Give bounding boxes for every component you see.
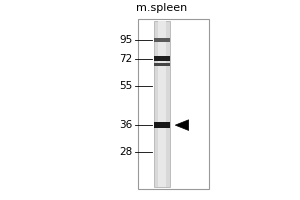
Bar bbox=[154, 21, 170, 187]
Text: 55: 55 bbox=[119, 81, 132, 91]
Bar bbox=[154, 122, 170, 128]
Bar bbox=[154, 63, 170, 66]
Text: 72: 72 bbox=[119, 54, 132, 64]
Text: 95: 95 bbox=[119, 35, 132, 45]
Text: 36: 36 bbox=[119, 120, 132, 130]
Bar bbox=[154, 56, 170, 61]
Bar bbox=[154, 38, 170, 42]
Bar bbox=[158, 21, 166, 187]
Text: 28: 28 bbox=[119, 147, 132, 157]
Polygon shape bbox=[175, 120, 189, 130]
Text: m.spleen: m.spleen bbox=[136, 3, 188, 13]
Bar bbox=[138, 19, 209, 189]
